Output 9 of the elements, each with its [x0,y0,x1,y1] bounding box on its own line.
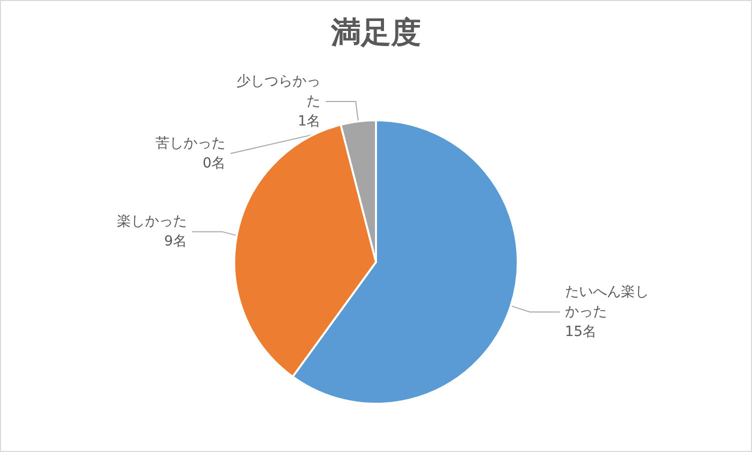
data-label: 9名 [164,234,188,250]
text: 0名 [202,156,226,172]
data-label: 1名 [298,114,321,130]
chart-title: 満足度 [330,16,421,50]
slice-label: 楽しかった [117,214,188,230]
data-label: 15名 [564,324,597,340]
slice-label: 少しつらかった [236,74,321,110]
category-label: 苦しかった [156,136,226,152]
slice-label: たいへん楽しかった [564,284,649,320]
